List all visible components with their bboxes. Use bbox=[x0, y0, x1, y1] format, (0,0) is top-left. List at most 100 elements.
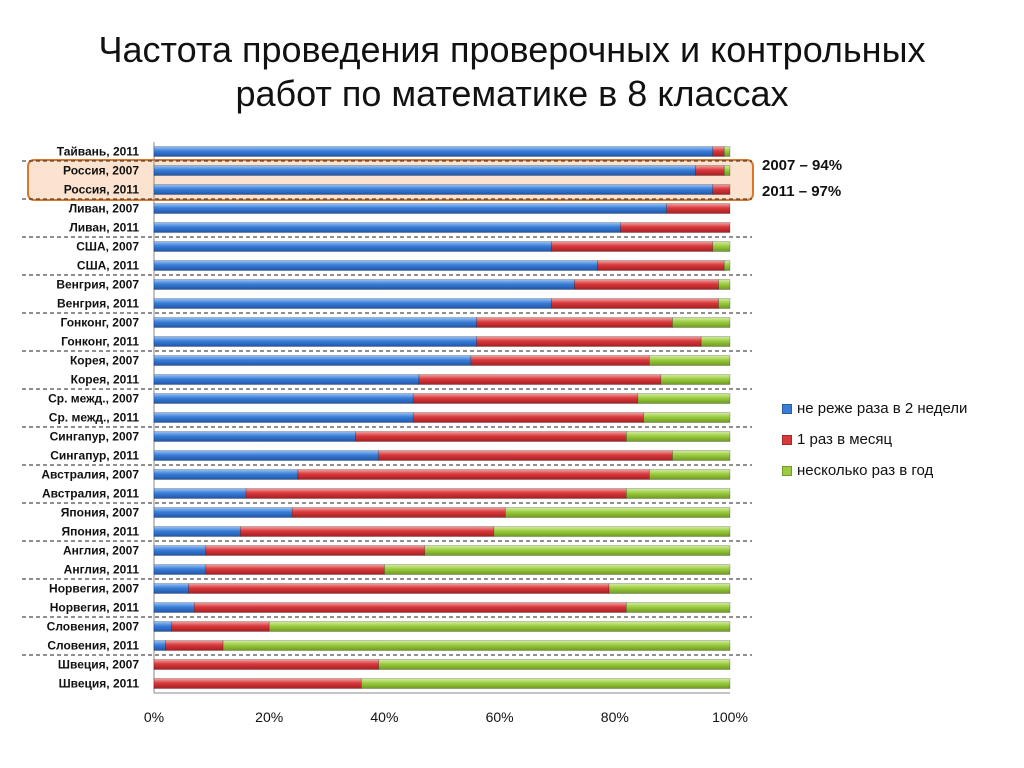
bar-segment bbox=[700, 336, 731, 347]
bar-segment bbox=[620, 222, 731, 233]
x-tick-label: 100% bbox=[712, 709, 748, 725]
bar-segment bbox=[608, 583, 731, 594]
bar-segment bbox=[660, 374, 731, 385]
category-label: США, 2007 bbox=[76, 240, 139, 254]
category-label: Сингапур, 2007 bbox=[50, 430, 140, 444]
category-label: Австралия, 2007 bbox=[41, 468, 139, 482]
x-tick-label: 40% bbox=[370, 709, 398, 725]
bar-segment bbox=[626, 431, 731, 442]
category-label: США, 2011 bbox=[77, 259, 139, 273]
bar-segment bbox=[626, 602, 731, 613]
category-label: Гонконг, 2007 bbox=[60, 316, 139, 330]
bar-segment bbox=[378, 659, 731, 670]
bar-segment bbox=[672, 450, 731, 461]
bar-segment bbox=[424, 545, 731, 556]
bar-segment bbox=[505, 507, 731, 518]
bar-segment bbox=[153, 298, 552, 309]
bar-segment bbox=[153, 545, 207, 556]
bar-segment bbox=[153, 621, 172, 632]
category-label: Швеция, 2007 bbox=[58, 658, 139, 672]
bar-segment bbox=[205, 564, 385, 575]
bar-segment bbox=[378, 450, 673, 461]
note-2007: 2007 – 94% bbox=[762, 157, 843, 174]
page-title: Частота проведения проверочных и контрол… bbox=[0, 28, 1024, 116]
bar-segment bbox=[476, 336, 702, 347]
bar-segment bbox=[666, 203, 731, 214]
bar-segment bbox=[165, 640, 224, 651]
bar-segment bbox=[170, 621, 270, 632]
bar-segment bbox=[637, 393, 731, 404]
legend-item: 1 раз в месяц bbox=[782, 424, 967, 455]
bar-segment bbox=[597, 260, 725, 271]
bar-segment bbox=[153, 488, 247, 499]
bar-segment bbox=[297, 469, 650, 480]
bar-segment bbox=[153, 260, 598, 271]
bar-segment bbox=[672, 317, 731, 328]
category-label: Сингапур, 2011 bbox=[50, 449, 139, 463]
bar-segment bbox=[723, 260, 731, 271]
note-2011: 2011 – 97% bbox=[762, 183, 842, 200]
bar-segment bbox=[222, 640, 731, 651]
category-label: Ср. межд., 2011 bbox=[49, 411, 140, 425]
bar-segment bbox=[153, 393, 414, 404]
bar-segment bbox=[153, 146, 714, 157]
bar-segment bbox=[153, 507, 293, 518]
x-tick-label: 80% bbox=[601, 709, 629, 725]
category-label: Гонконг, 2011 bbox=[61, 335, 139, 349]
bar-segment bbox=[712, 241, 731, 252]
bar-segment bbox=[153, 355, 472, 366]
bar-segment bbox=[153, 659, 379, 670]
bar-segment bbox=[153, 602, 195, 613]
category-label: Австралия, 2011 bbox=[42, 487, 139, 501]
bar-segment bbox=[418, 374, 662, 385]
category-label: Япония, 2011 bbox=[61, 525, 139, 539]
bar-segment bbox=[649, 469, 731, 480]
bar-segment bbox=[194, 602, 627, 613]
bar-segment bbox=[291, 507, 506, 518]
bar-segment bbox=[355, 431, 627, 442]
bar-segment bbox=[695, 165, 725, 176]
bar-segment bbox=[649, 355, 731, 366]
category-label: Норвегия, 2007 bbox=[49, 582, 139, 596]
category-label: Англия, 2007 bbox=[63, 544, 139, 558]
bar-segment bbox=[153, 241, 552, 252]
bar-segment bbox=[153, 412, 414, 423]
category-label: Словения, 2007 bbox=[47, 620, 140, 634]
bar-segment bbox=[153, 431, 356, 442]
category-label: Тайвань, 2011 bbox=[57, 145, 140, 159]
bar-segment bbox=[153, 526, 241, 537]
legend-label: несколько раз в год bbox=[797, 462, 934, 479]
category-label: Швеция, 2011 bbox=[59, 677, 140, 691]
category-label: Норвегия, 2011 bbox=[50, 601, 140, 615]
bar-segment bbox=[153, 374, 420, 385]
bar-segment bbox=[153, 450, 379, 461]
bar-segment bbox=[240, 526, 495, 537]
legend: не реже раза в 2 недели 1 раз в месяц неск… bbox=[782, 393, 967, 486]
bar-segment bbox=[551, 241, 714, 252]
bar-segment bbox=[245, 488, 627, 499]
category-label: Англия, 2011 bbox=[64, 563, 140, 577]
bar-segment bbox=[153, 184, 714, 195]
bar-segment bbox=[470, 355, 650, 366]
bar-segment bbox=[153, 469, 299, 480]
category-label: Корея, 2007 bbox=[70, 354, 139, 368]
bar-segment bbox=[153, 640, 166, 651]
legend-swatch bbox=[782, 465, 792, 476]
legend-label: 1 раз в месяц bbox=[797, 431, 893, 448]
bar-segment bbox=[153, 564, 207, 575]
bar-segment bbox=[153, 583, 189, 594]
bar-segment bbox=[718, 298, 731, 309]
category-label: Венгрия, 2011 bbox=[57, 297, 139, 311]
legend-swatch bbox=[782, 403, 792, 414]
legend-item: не реже раза в 2 недели bbox=[782, 393, 967, 424]
bar-segment bbox=[476, 317, 673, 328]
bar-segment bbox=[718, 279, 731, 290]
bar-segment bbox=[153, 317, 477, 328]
bar-segment bbox=[153, 336, 477, 347]
category-label: Корея, 2011 bbox=[71, 373, 140, 387]
category-label: Россия, 2011 bbox=[64, 183, 140, 197]
title-line-1: Частота проведения проверочных и контрол… bbox=[98, 29, 926, 70]
bar-segment bbox=[723, 165, 731, 176]
bar-segment bbox=[153, 678, 362, 689]
